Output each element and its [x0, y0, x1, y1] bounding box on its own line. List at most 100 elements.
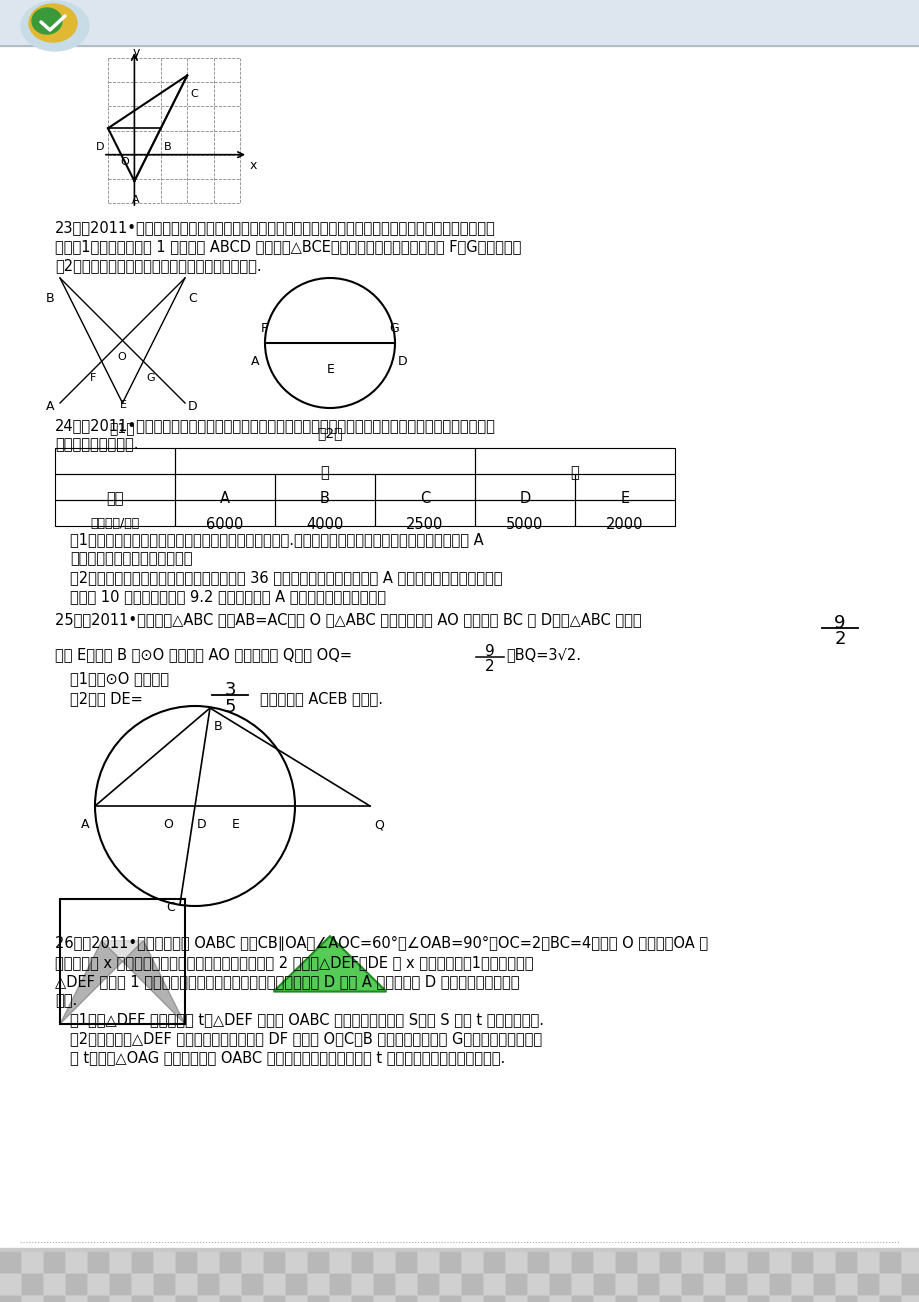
Bar	[22, 1295, 42, 1302]
Bar	[659, 1253, 679, 1272]
Text: C: C	[190, 90, 198, 99]
Text: Q: Q	[374, 818, 383, 831]
Text: （1）: （1）	[109, 421, 135, 435]
Bar	[769, 1253, 789, 1272]
Text: A: A	[251, 355, 259, 368]
Bar	[813, 1273, 834, 1294]
Bar	[813, 1295, 834, 1302]
Bar	[264, 1273, 284, 1294]
Text: B: B	[46, 292, 54, 305]
Text: 2: 2	[834, 630, 845, 648]
Bar	[703, 1295, 723, 1302]
Text: 25、（2011•天水）在△ABC 中，AB=AC，点 O 是△ABC 的外心，连接 AO 并延长交 BC 于 D，交△ABC 的外接: 25、（2011•天水）在△ABC 中，AB=AC，点 O 是△ABC 的外心，…	[55, 612, 641, 628]
Bar	[395, 1273, 415, 1294]
Text: O: O	[163, 818, 173, 831]
Text: E: E	[619, 491, 629, 506]
Bar	[439, 1253, 460, 1272]
Polygon shape	[102, 940, 143, 961]
Bar	[572, 1295, 591, 1302]
Bar	[131, 1253, 152, 1272]
Text: 2: 2	[484, 659, 494, 674]
Bar	[55, 500, 175, 526]
Bar	[374, 1295, 393, 1302]
Bar	[88, 1273, 108, 1294]
Bar	[176, 1295, 196, 1302]
Bar	[550, 1295, 570, 1302]
Bar	[659, 1295, 679, 1302]
Text: 型号电脑被选中的概率是多少？: 型号电脑被选中的概率是多少？	[70, 551, 192, 566]
Bar	[791, 1253, 811, 1272]
Bar	[330, 1253, 349, 1272]
Text: 2500: 2500	[406, 517, 443, 533]
Text: △DEF 以每秒 1 个单位的速度向左作匀速直线运动，开始时点 D 与点 A 重合，当点 D 到达坐标原点时运动: △DEF 以每秒 1 个单位的速度向左作匀速直线运动，开始时点 D 与点 A 重…	[55, 974, 519, 990]
Bar	[22, 1253, 42, 1272]
Bar	[242, 1295, 262, 1302]
Ellipse shape	[29, 4, 77, 42]
Text: A: A	[220, 491, 230, 506]
Bar	[681, 1253, 701, 1272]
Bar	[769, 1273, 789, 1294]
Bar	[857, 1253, 877, 1272]
Bar	[901, 1273, 919, 1294]
Bar	[22, 1273, 42, 1294]
Bar	[857, 1295, 877, 1302]
Bar	[44, 1295, 64, 1302]
Text: x: x	[250, 159, 257, 172]
Bar	[725, 1295, 745, 1302]
Bar	[374, 1253, 393, 1272]
Text: F: F	[260, 323, 267, 336]
Bar	[352, 1295, 371, 1302]
Bar	[44, 1273, 64, 1294]
Bar	[153, 1295, 174, 1302]
Bar	[791, 1295, 811, 1302]
Bar	[308, 1273, 328, 1294]
Bar	[352, 1253, 371, 1272]
Bar	[308, 1295, 328, 1302]
Bar	[879, 1295, 899, 1302]
Text: B: B	[164, 142, 171, 152]
Bar	[220, 1295, 240, 1302]
Bar	[198, 1295, 218, 1302]
Bar	[275, 500, 375, 526]
Bar	[0, 0, 919, 46]
Bar	[725, 1273, 745, 1294]
Bar	[110, 1295, 130, 1302]
Ellipse shape	[32, 8, 62, 34]
Bar	[461, 1295, 482, 1302]
Bar	[175, 500, 275, 526]
Bar	[616, 1295, 635, 1302]
Bar	[474, 448, 675, 474]
Bar	[550, 1253, 570, 1272]
Bar	[153, 1273, 174, 1294]
Bar	[574, 500, 675, 526]
Text: 在的直线为 x 轴，建立平面直角坐标系，另有一边长为 2 的等边△DEF，DE 在 x 轴上（如图（1）），如果让: 在的直线为 x 轴，建立平面直角坐标系，另有一边长为 2 的等边△DEF，DE …	[55, 954, 533, 970]
Text: 9: 9	[834, 615, 845, 631]
Bar	[474, 500, 574, 526]
Text: B: B	[214, 720, 222, 733]
Bar	[55, 448, 175, 474]
Bar	[835, 1295, 855, 1302]
Bar	[286, 1253, 306, 1272]
Bar	[725, 1253, 745, 1272]
Text: 停止.: 停止.	[55, 993, 77, 1008]
Bar	[0, 1249, 919, 1302]
Text: 单价（元/台）: 单价（元/台）	[90, 517, 140, 530]
Bar	[198, 1253, 218, 1272]
Bar	[286, 1273, 306, 1294]
Text: E: E	[326, 363, 335, 376]
Text: 23、（2011•天水）某校开展的一次动漫设计大赛，杨帆同学运用了数学知识进行了富有创意的图案设计，: 23、（2011•天水）某校开展的一次动漫设计大赛，杨帆同学运用了数学知识进行了…	[55, 220, 495, 234]
Text: F: F	[89, 374, 96, 383]
Bar	[395, 1253, 415, 1272]
Text: 乙: 乙	[570, 465, 579, 480]
Bar	[330, 1295, 349, 1302]
Bar	[879, 1273, 899, 1294]
Bar	[528, 1295, 548, 1302]
Bar	[0, 1253, 20, 1272]
Bar	[0, 1273, 20, 1294]
Text: （1）写出所有选购方案（利用树状图或列表方法表示）.如果各种选购方案被选中的可能性相同，那么 A: （1）写出所有选购方案（利用树状图或列表方法表示）.如果各种选购方案被选中的可能…	[70, 533, 483, 547]
Bar	[88, 1253, 108, 1272]
Text: 刻 t，使得△OAG 的面积与梯形 OABC 的面积相等？若存在，求出 t 的值；若不存在，请说明理由.: 刻 t，使得△OAG 的面积与梯形 OABC 的面积相等？若存在，求出 t 的值…	[70, 1049, 505, 1065]
Bar	[44, 1253, 64, 1272]
Text: 型号: 型号	[106, 491, 124, 506]
Text: C: C	[187, 292, 197, 305]
